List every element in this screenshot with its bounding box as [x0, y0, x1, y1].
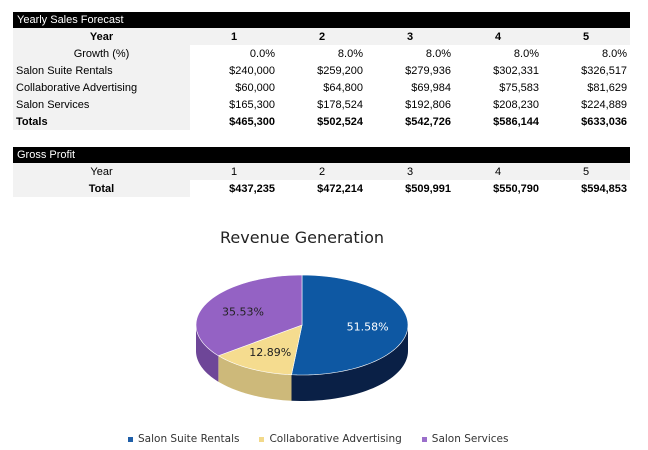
cell: $192,806: [405, 98, 451, 111]
legend-item: Salon Suite Rentals: [128, 433, 239, 445]
cell: 8.0%: [601, 47, 628, 60]
table-row: Growth (%) 0.0% 8.0% 8.0% 8.0% 8.0%: [13, 45, 630, 62]
year-cell: 3: [366, 163, 454, 180]
pie-slice-side: [218, 355, 292, 401]
gross-profit-table: Gross Profit Year 1 2 3 4 5 Total $437,2…: [13, 147, 631, 197]
pie-slice-side: [291, 325, 408, 401]
cell: 0.0%: [249, 47, 275, 60]
cell: $81,629: [587, 81, 628, 94]
legend-label: Collaborative Advertising: [269, 433, 402, 445]
cell: $594,853: [581, 182, 628, 195]
cell: $502,524: [317, 115, 363, 128]
legend-swatch: [259, 436, 265, 442]
pie-slice-collaborative-advertising: [217, 324, 303, 376]
year-label: Year: [13, 28, 190, 45]
cell: $633,036: [581, 115, 628, 128]
cell: $302,331: [493, 64, 539, 77]
cell: $60,000: [235, 81, 275, 94]
year-cell: 2: [278, 163, 366, 180]
section-title: Gross Profit: [13, 147, 631, 163]
legend-item: Salon Services: [421, 433, 509, 445]
cell: $586,144: [493, 115, 539, 128]
yearly-sales-forecast-table: Yearly Sales Forecast Year 1 2 3 4 5 Gro…: [13, 12, 631, 130]
data-label: 51.58%: [347, 321, 389, 334]
cell: $326,517: [581, 64, 628, 77]
cell: 8.0%: [425, 47, 451, 60]
legend-label: Salon Services: [431, 433, 509, 445]
totals-row: Totals $465,300 $502,524 $542,726 $586,1…: [13, 113, 630, 130]
year-cell: 1: [190, 163, 278, 180]
legend-item: Collaborative Advertising: [259, 433, 402, 445]
cell: $437,235: [229, 182, 275, 195]
cell: 8.0%: [513, 47, 539, 60]
legend-swatch: [421, 436, 427, 442]
data-label: 35.53%: [222, 305, 264, 318]
legend-swatch: [128, 436, 133, 442]
cell: $550,790: [493, 182, 539, 195]
cell: $472,214: [317, 182, 363, 195]
cell: $64,800: [323, 81, 363, 94]
total-row: Total $437,235 $472,214 $509,991 $550,79…: [13, 180, 630, 197]
year-label: Year: [13, 163, 190, 180]
row-label: Salon Suite Rentals: [13, 62, 190, 79]
year-cell: 4: [454, 28, 542, 45]
cell: $165,300: [229, 98, 275, 111]
cell: $178,524: [317, 98, 363, 111]
cell: $75,583: [499, 81, 539, 94]
row-label: Total: [13, 180, 190, 197]
cell: $240,000: [229, 64, 275, 77]
table-row: Salon Suite Rentals $240,000 $259,200 $2…: [13, 62, 630, 79]
cell: $465,300: [229, 115, 275, 128]
row-label: Totals: [13, 113, 190, 130]
cell: $279,936: [405, 64, 451, 77]
year-cell: 2: [278, 28, 366, 45]
pie-slice-side: [196, 325, 219, 382]
year-cell: 3: [366, 28, 454, 45]
pie-slice-salon-suite-rentals: [291, 274, 409, 376]
table-row: Salon Services $165,300 $178,524 $192,80…: [13, 96, 630, 113]
table-row: Collaborative Advertising $60,000 $64,80…: [13, 79, 630, 96]
cell: $208,230: [493, 98, 539, 111]
cell: $224,889: [581, 98, 628, 111]
chart-title: Revenue Generation: [219, 228, 385, 247]
pie-slice-salon-services: [195, 274, 303, 357]
cell: $542,726: [405, 115, 451, 128]
year-cell: 1: [190, 28, 278, 45]
year-cell: 4: [454, 163, 542, 180]
row-label: Salon Services: [13, 96, 190, 113]
chart-legend: Salon Suite Rentals Collaborative Advert…: [128, 433, 509, 445]
section-title: Yearly Sales Forecast: [13, 12, 631, 28]
cell: $509,991: [405, 182, 451, 195]
row-label: Collaborative Advertising: [13, 79, 190, 96]
year-cell: 5: [542, 163, 631, 180]
cell: $69,984: [411, 81, 451, 94]
year-cell: 5: [542, 28, 631, 45]
data-label: 12.89%: [249, 346, 291, 359]
row-label: Growth (%): [13, 45, 190, 62]
legend-label: Salon Suite Rentals: [138, 433, 240, 445]
cell: 8.0%: [337, 47, 363, 60]
cell: $259,200: [317, 64, 363, 77]
